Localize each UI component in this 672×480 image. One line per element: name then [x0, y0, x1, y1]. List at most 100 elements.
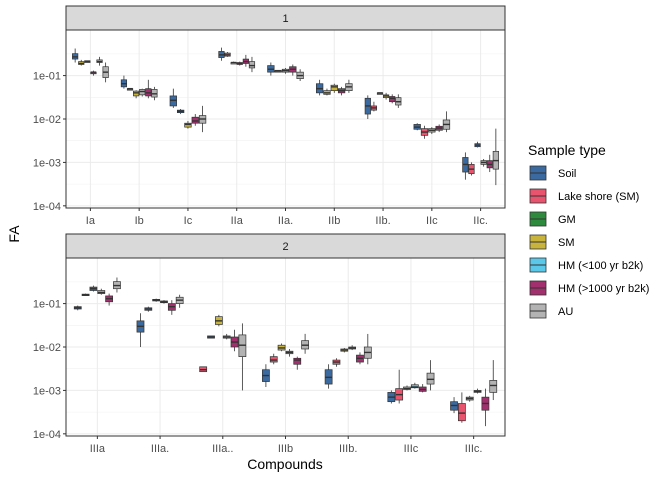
box-body — [489, 380, 498, 393]
box-body — [458, 403, 466, 422]
box-group-Ib — [120, 75, 158, 101]
x-tick-label: IIIa.. — [212, 443, 233, 455]
box-sm — [133, 90, 140, 99]
box-group-IIIa. — [136, 294, 184, 347]
legend-label: SM — [558, 237, 575, 249]
box-au — [489, 360, 498, 401]
box-hm-1000-yr-b2k- — [356, 352, 364, 365]
box-au — [492, 128, 499, 186]
box-hm-1000-yr-b2k- — [191, 114, 199, 126]
box-au — [426, 360, 435, 391]
box-body — [330, 84, 338, 91]
box-hm-1000-yr-b2k- — [90, 70, 97, 76]
box-sm — [230, 61, 237, 65]
box-au — [442, 111, 451, 133]
box-soil — [364, 95, 371, 119]
box-soil — [450, 397, 458, 414]
box-soil — [169, 88, 177, 108]
box-sm — [403, 385, 411, 391]
y-tick-label: 1e-01 — [33, 299, 61, 311]
box-au — [198, 105, 207, 133]
legend-items: Soil Lake shore (SM) GM SM HM (<100 yr b2k) H… — [529, 165, 649, 319]
box-group-IIb. — [364, 92, 402, 119]
box-hm-1000-yr-b2k- — [435, 124, 443, 133]
box-lake-shore-sm- — [224, 51, 231, 57]
box-soil — [267, 62, 275, 76]
legend-item-hm-1000-yr-b2k-: HM (>1000 yr b2k) — [529, 280, 649, 296]
box-group-IIc — [413, 111, 451, 139]
box-lake-shore-sm- — [458, 392, 466, 423]
box-sm — [184, 120, 192, 129]
box-lake-shore-sm- — [420, 125, 429, 139]
x-tick-label: Ia — [86, 215, 96, 227]
box-sm — [277, 343, 286, 352]
box-soil — [207, 335, 215, 339]
x-tick-label: IIIc — [404, 443, 419, 455]
box-au — [285, 348, 294, 357]
box-soil — [73, 305, 82, 311]
box-sm — [465, 395, 474, 402]
box-group-Ia — [72, 48, 109, 83]
box-au — [348, 345, 357, 351]
box-group-IIIb — [262, 333, 309, 387]
box-group-IIIa.. — [199, 314, 247, 391]
box-soil — [152, 298, 161, 302]
box-soil — [72, 48, 79, 63]
legend-item-soil: Soil — [529, 165, 576, 181]
box-hm-100-yr-b2k- — [410, 382, 419, 389]
box-au — [175, 294, 184, 308]
box-group-Ic — [169, 88, 207, 133]
box-lake-shore-sm- — [468, 162, 475, 176]
x-tick-label: Ic — [184, 215, 193, 227]
box-au — [102, 62, 109, 83]
facet-panel-2: 2 1e-04 1e-03 1e-02 1e-01 IIIa IIIa. IIIa.. IIIb… — [33, 233, 506, 455]
box-hm-1000-yr-b2k- — [167, 300, 176, 315]
box-au — [84, 60, 91, 63]
box-body — [389, 96, 396, 103]
box-soil — [324, 364, 333, 389]
y-tick-label: 1e-02 — [33, 342, 61, 354]
box-hm-1000-yr-b2k- — [230, 329, 239, 352]
x-tick-label: IIa. — [278, 215, 293, 227]
box-hm-1000-yr-b2k- — [289, 64, 297, 76]
box-sm — [214, 314, 223, 327]
x-tick-label: IIb. — [375, 215, 390, 227]
box-group-IIa — [218, 47, 256, 73]
x-tick-label: IIc — [426, 215, 438, 227]
facet-strip-label: 1 — [282, 13, 288, 25]
box-au — [281, 67, 290, 74]
box-hm-1000-yr-b2k- — [389, 94, 396, 104]
y-tick-label: 1e-04 — [33, 429, 61, 441]
y-tick-label: 1e-03 — [33, 157, 61, 169]
legend: Sample type Soil Lake shore (SM) GM SM HM (<… — [528, 142, 649, 319]
box-soil — [136, 313, 145, 347]
box-au — [97, 288, 106, 295]
x-tick-label: IIIa — [90, 443, 106, 455]
box-soil — [126, 87, 134, 91]
box-body — [269, 356, 278, 363]
box-au — [345, 79, 353, 93]
y-tick-label: 1e-02 — [33, 114, 61, 126]
legend-label: Soil — [558, 168, 576, 180]
box-group-IIIb. — [324, 333, 372, 389]
box-group-IIIa — [73, 277, 121, 311]
box-body — [410, 384, 419, 389]
box-soil — [413, 123, 421, 131]
box-group-IIc. — [462, 128, 499, 186]
box-soil — [218, 47, 225, 61]
facet-panels: 1 1e-04 1e-03 1e-02 1e-01 Ia Ib Ic IIa IIa. IIb IIb… — [33, 5, 506, 455]
box-hm-1000-yr-b2k- — [105, 293, 113, 306]
box-sm — [78, 59, 85, 66]
box-body — [191, 116, 199, 124]
box-group-IIa. — [267, 62, 304, 82]
y-tick-label: 1e-04 — [33, 201, 61, 213]
box-lake-shore-sm- — [269, 353, 278, 365]
box-hm-1000-yr-b2k- — [337, 86, 346, 96]
box-soil — [316, 79, 324, 96]
box-au — [151, 86, 158, 101]
legend-item-au: AU — [529, 303, 573, 319]
legend-item-gm: GM — [529, 211, 576, 227]
legend-label: GM — [558, 214, 576, 226]
box-soil — [120, 75, 128, 89]
x-tick-label: IIIa. — [151, 443, 169, 455]
